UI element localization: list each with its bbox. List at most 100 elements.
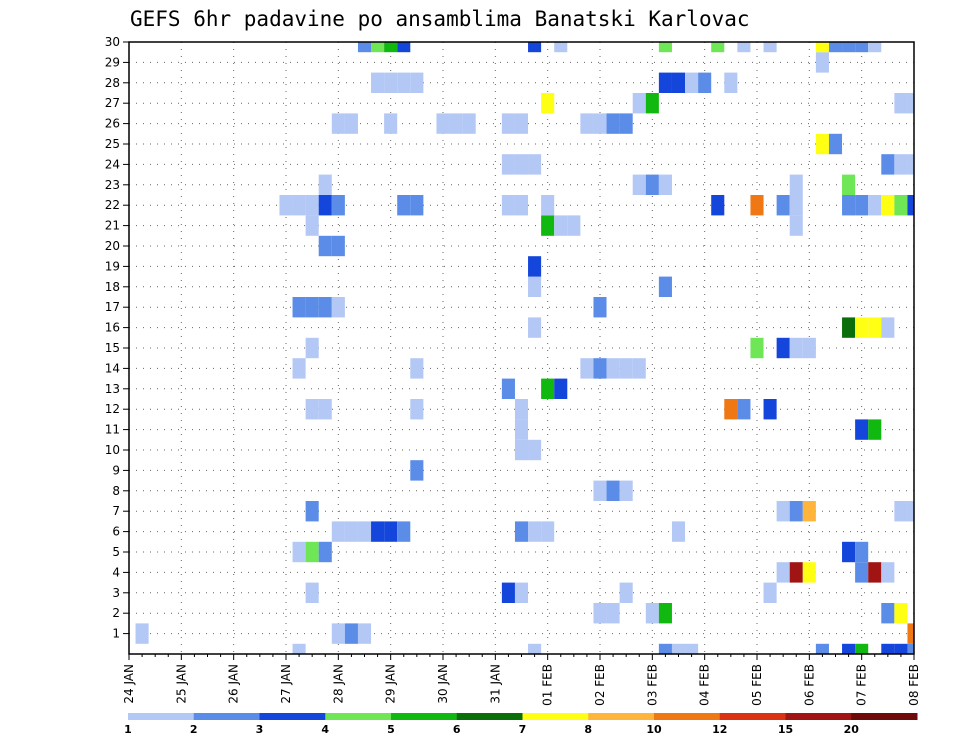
precip-cell xyxy=(907,623,914,644)
precip-cell xyxy=(593,297,607,318)
precip-cell xyxy=(318,195,332,216)
x-tick-label: 31 JAN xyxy=(488,664,502,704)
precip-cell xyxy=(645,174,659,195)
y-tick-label: 19 xyxy=(105,259,120,273)
precip-cell xyxy=(357,42,372,53)
precip-cell xyxy=(292,195,306,216)
x-tick-label: 01 FEB xyxy=(541,664,555,706)
precip-cell xyxy=(881,317,895,338)
y-tick-label: 17 xyxy=(105,300,120,314)
y-tick-label: 10 xyxy=(105,443,120,457)
precip-cell xyxy=(815,133,829,155)
precip-cell xyxy=(658,42,672,53)
colorbar-swatch xyxy=(851,713,918,720)
y-tick-label: 3 xyxy=(112,586,120,600)
precip-cell xyxy=(776,337,790,359)
precip-cell xyxy=(842,541,856,563)
colorbar-label: 5 xyxy=(387,723,395,736)
precip-cell xyxy=(868,562,882,583)
precip-cell xyxy=(907,93,914,114)
precip-cell xyxy=(514,154,529,175)
colorbar-label: 2 xyxy=(190,723,198,736)
x-tick-label: 02 FEB xyxy=(593,664,607,706)
precip-cell xyxy=(593,358,607,379)
precip-cell xyxy=(331,235,345,257)
precip-cell xyxy=(292,297,306,318)
y-tick-label: 13 xyxy=(105,382,120,396)
x-tick-label: 06 FEB xyxy=(802,664,816,706)
precip-cell xyxy=(842,195,856,216)
precip-cell xyxy=(318,399,332,420)
precip-cell xyxy=(331,521,345,542)
precip-cell xyxy=(855,541,869,563)
precip-cell xyxy=(397,195,411,216)
precip-cell xyxy=(671,72,686,93)
precip-cell xyxy=(593,480,607,501)
precip-cell xyxy=(501,154,515,175)
colorbar-swatch xyxy=(193,713,260,720)
precip-cell xyxy=(724,399,738,420)
precip-cell xyxy=(619,480,633,501)
precip-cell xyxy=(632,93,646,114)
precip-cell xyxy=(842,317,856,338)
precip-cell xyxy=(606,358,620,379)
colorbar-label: 3 xyxy=(256,723,264,736)
precip-cell xyxy=(305,297,319,318)
precip-cell xyxy=(671,521,686,542)
y-tick-label: 23 xyxy=(105,178,120,192)
colorbar-label: 20 xyxy=(844,723,860,736)
precip-cell xyxy=(384,113,398,134)
precip-cell xyxy=(606,480,620,501)
precip-cell xyxy=(528,256,542,277)
y-tick-label: 21 xyxy=(105,219,120,233)
precip-cell xyxy=(514,113,529,134)
precip-cell xyxy=(554,215,568,236)
precip-cell xyxy=(514,582,529,603)
colorbar-label: 6 xyxy=(453,723,461,736)
precip-cell xyxy=(410,195,424,216)
precip-cell xyxy=(789,337,803,359)
colorbar-label: 15 xyxy=(778,723,793,736)
precip-cell xyxy=(318,174,332,195)
colorbar-swatch xyxy=(654,713,721,720)
precip-cell xyxy=(632,358,646,379)
colorbar-label: 8 xyxy=(584,723,592,736)
precip-cell xyxy=(868,42,882,53)
precip-cell xyxy=(894,195,908,216)
precip-cell xyxy=(750,337,764,359)
precip-cell xyxy=(305,399,319,420)
precip-cell xyxy=(318,297,332,318)
precip-cell xyxy=(671,643,686,654)
precip-cell xyxy=(501,582,515,603)
precip-cell xyxy=(842,42,856,53)
precip-cell xyxy=(305,582,319,603)
y-tick-label: 7 xyxy=(112,504,120,518)
precip-cell xyxy=(279,195,293,216)
precip-cell xyxy=(776,195,790,216)
precip-cell xyxy=(802,501,816,522)
precip-cell xyxy=(815,643,829,654)
precip-cell xyxy=(842,174,856,195)
precip-cell xyxy=(881,562,895,583)
precip-cell xyxy=(619,113,633,134)
precip-cell xyxy=(318,541,332,563)
precip-cell xyxy=(894,643,908,654)
precip-cell xyxy=(318,235,332,257)
precip-cell xyxy=(855,562,869,583)
precip-cell xyxy=(410,399,424,420)
precip-cell xyxy=(802,562,816,583)
x-tick-label: 29 JAN xyxy=(384,664,398,704)
precip-cell xyxy=(331,195,345,216)
precip-cell xyxy=(528,276,542,297)
precip-cell xyxy=(894,154,908,175)
precip-cell xyxy=(514,195,529,216)
precip-cell xyxy=(514,521,529,542)
x-tick-label: 24 JAN xyxy=(122,664,136,704)
y-axis-ticks: 1234567891011121314151617181920212223242… xyxy=(105,35,129,641)
y-tick-label: 28 xyxy=(105,76,120,90)
precip-cell xyxy=(789,501,803,522)
colorbar-swatch xyxy=(522,713,589,720)
y-tick-label: 12 xyxy=(105,402,120,416)
y-tick-label: 1 xyxy=(112,627,120,641)
precip-cell xyxy=(789,174,803,195)
